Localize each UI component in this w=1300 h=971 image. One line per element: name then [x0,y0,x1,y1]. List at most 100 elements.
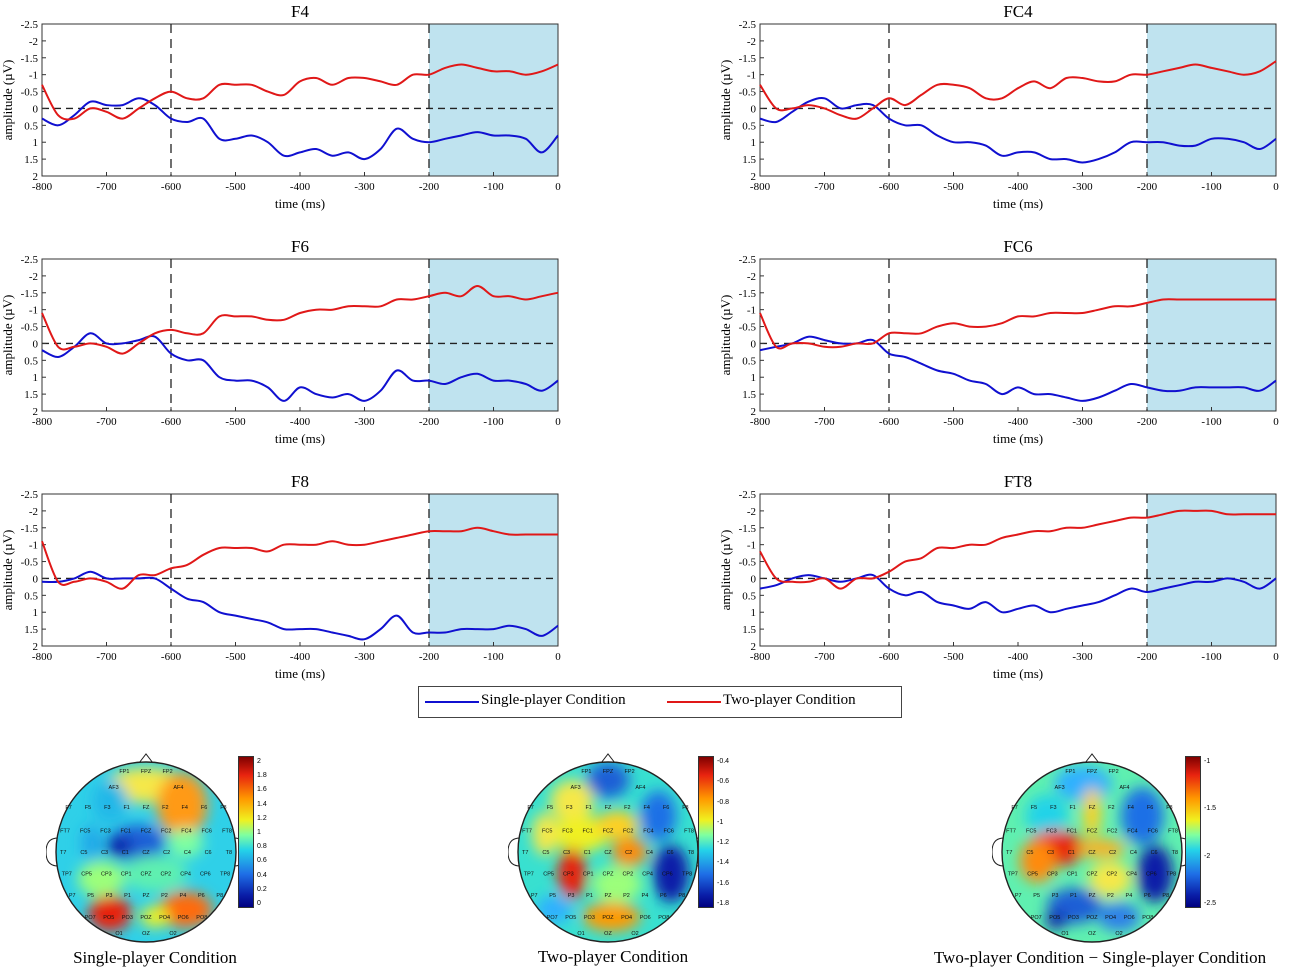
electrode-label: AF4 [1119,785,1129,791]
colorbar-single [238,756,254,908]
legend-label-single: Single-player Condition [481,692,626,708]
series-line-single-player [41,570,559,641]
x-tick-label: -100 [483,181,504,193]
electrode-label: TP7 [524,872,534,878]
electrode-label: P4 [642,893,649,899]
topomap-single: FP1 FPZ FP2 AF3 AF4 F7 F5 F3 F1 FZ F2 F4 F6 F8 FT7 FC5 F… [45,752,247,953]
electrode-label: F7 [1011,805,1017,811]
series-line-two-player [759,509,1276,590]
erp-panel-ft8: -800 -700 -600 -500 -400 -300 -200 -100 0 -2.5 -2 -… [718,472,1279,681]
electrode-label: FZ [1089,805,1096,811]
electrode-label: C3 [101,850,108,856]
topomap-activity-blob [595,810,639,840]
nose [600,753,616,764]
electrode-label: F5 [85,805,91,811]
y-tick-label: 0 [751,573,757,585]
colorbar-tick-label: -1.8 [717,900,730,907]
y-tick-label: 2 [33,406,39,418]
electrode-label: F7 [527,805,533,811]
electrode-label: F4 [643,805,649,811]
y-tick-label: 1 [751,607,757,619]
electrode-label: PZ [604,893,612,899]
topomap-activity-blob [653,844,689,903]
electrode-label: FC1 [1067,828,1077,834]
x-tick-label: -600 [161,181,182,193]
colorbar-difference [1185,756,1201,908]
topomap-activity-blob [1083,787,1101,838]
topomap-svg: FP1 FPZ FP2 AF3 AF4 F7 F5 F3 F1 FZ F2 F4 F6 F8 FT7 FC5 F… [45,753,247,943]
y-tick-label: 1.5 [24,389,38,401]
electrode-label: PZ [142,893,150,899]
highlight-window [429,24,558,176]
electrode-label: PO7 [85,915,96,921]
electrode-label: P6 [660,893,667,899]
x-tick-label: -100 [1201,651,1222,663]
electrode-label: FC6 [1148,828,1158,834]
y-tick-label: -1 [29,540,38,552]
electrode-label: C1 [122,850,129,856]
colorbar-tick-label: -1.6 [717,879,730,887]
panel-title: F8 [291,472,309,491]
colorbar-tick-label: 2 [257,758,261,765]
topomap-activity-blob [1054,765,1112,802]
electrode-label: F2 [1108,805,1114,811]
colorbar-tick-label: 1.6 [257,786,267,794]
x-tick-label: -500 [225,181,246,193]
electrode-label: FC1 [583,828,593,834]
colorbar-tick-label: 1.4 [257,800,267,808]
x-tick-label: 0 [1273,651,1279,663]
series-line-two-player [759,60,1277,120]
ear-left [991,837,1005,867]
electrode-label: F1 [1069,805,1075,811]
electrode-label: F5 [547,805,553,811]
colorbar-tick-label: -1.2 [717,839,730,847]
electrode-label: O2 [1115,931,1122,937]
y-tick-label: -2 [747,36,756,48]
highlight-window [429,259,558,411]
topomap-caption-single: Single-player Condition [73,948,237,967]
electrode-label: FT8 [1168,828,1178,834]
electrode-label: PO7 [1031,915,1042,921]
highlight-window [1147,24,1276,176]
topomap-svg: FP1 FPZ FP2 AF3 AF4 F7 F5 F3 F1 FZ F2 F4 F6 F8 FT7 FC5 F… [507,753,709,943]
electrode-label: PO6 [1124,915,1135,921]
electrode-label: FZ [143,805,150,811]
electrode-label: OZ [1088,931,1096,937]
series-line-single-player [41,332,559,402]
erp-panel-f4: -800 -700 -600 -500 -400 -300 -200 -100 0 -2.5 -2 -… [0,2,561,211]
electrode-label: CP6 [200,872,211,878]
electrode-label: FP2 [1109,769,1119,775]
electrode-label: F2 [162,805,168,811]
topomap-activity-blob [640,790,677,842]
x-tick-label: -500 [943,651,964,663]
y-tick-label: 0.5 [742,120,756,132]
colorbar-tick-label: 0 [257,900,261,907]
electrode-label: POZ [140,915,152,921]
electrode-label: O1 [1061,931,1068,937]
y-tick-label: 2 [33,641,39,653]
electrode-label: P8 [216,893,223,899]
panel-title: F6 [291,237,309,256]
series-line-two-player [759,298,1276,350]
x-tick-label: -500 [943,416,964,428]
electrode-label: PO5 [1049,915,1060,921]
electrode-label: FC6 [664,828,674,834]
x-tick-label: -800 [32,416,53,428]
electrode-label: F5 [1031,805,1037,811]
electrode-label: POZ [1086,915,1098,921]
electrode-label: FC3 [562,828,572,834]
electrode-label: CP2 [622,872,633,878]
electrode-label: CP2 [160,872,171,878]
topomap-activity-blob [1045,911,1067,930]
topomap-colorfield [1002,762,1182,942]
colorbar-tick-label: 0.6 [257,857,267,865]
series-line-single-player [759,335,1277,402]
electrode-label: C6 [1151,850,1158,856]
electrode-label: F4 [1127,805,1133,811]
x-tick-label: -400 [1008,416,1029,428]
x-tick-label: -300 [1072,416,1093,428]
series-line-single-player [41,97,559,161]
x-axis-label: time (ms) [993,431,1043,446]
electrode-label: T7 [522,850,528,856]
x-tick-label: -400 [290,416,311,428]
